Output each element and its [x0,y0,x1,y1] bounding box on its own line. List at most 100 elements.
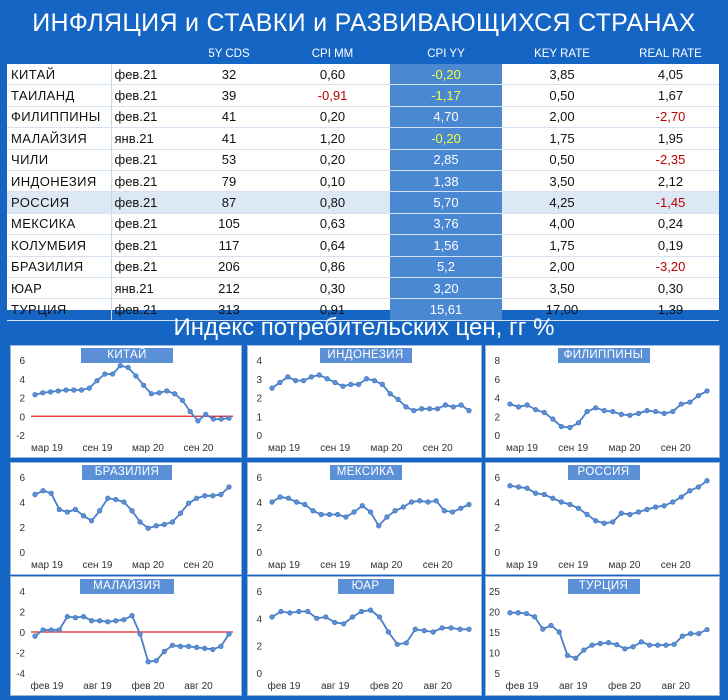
data-point [278,608,284,615]
cell-cds: 105 [183,213,275,236]
data-point [704,478,710,484]
data-point [403,404,409,410]
data-point [533,407,539,413]
data-point [678,401,684,407]
data-point [704,388,710,394]
cell-key-rate: 2,00 [502,106,622,129]
data-point [584,408,590,415]
cell-key-rate: 3,50 [502,277,622,300]
data-point [148,391,154,397]
x-tick-label: мар 20 [371,560,403,571]
col-header-cpi-mm: CPI MM [311,48,354,60]
table-row: КОЛУМБИЯ фев.21 117 0,64 1,56 1,75 0,19 [7,234,719,257]
data-point [622,646,628,652]
cell-real-rate: 0,19 [622,234,719,257]
cell-cds: 206 [183,256,275,278]
cell-country: ЮАР [7,277,111,300]
x-tick-label: сен 19 [83,560,113,571]
data-point [71,387,77,393]
data-point [449,509,456,515]
cell-cpi-mm: -0,91 [275,84,390,107]
data-point [433,498,439,504]
y-tick-label: 3 [256,375,262,386]
cell-cpi-mm: 0,20 [275,106,390,129]
y-tick-label: 2 [256,394,262,405]
cell-cpi-yy: 5,2 [390,256,502,278]
data-point [630,644,636,650]
data-point [210,646,216,653]
data-point [442,402,448,408]
data-point [550,416,556,422]
y-tick-label: 2 [494,523,500,534]
cell-cpi-yy: 15,61 [390,298,502,321]
table-row: МАЛАЙЗИЯ янв.21 41 1,20 -0,20 1,75 1,95 [7,127,719,150]
cell-cds: 313 [183,298,275,321]
data-point [507,401,513,407]
y-tick-label: 0 [256,431,262,442]
cell-cds: 212 [183,277,275,300]
x-tick-label: сен 19 [558,443,588,454]
data-point [326,511,333,518]
data-point [515,484,522,490]
table-row: ЧИЛИ фев.21 53 0,20 2,85 0,50 -2,35 [7,149,719,171]
data-point [32,633,38,639]
data-point [417,498,423,504]
cell-cpi-yy: 4,70 [390,106,502,129]
data-point [194,644,200,650]
data-point [293,378,299,384]
data-point [408,499,415,505]
cell-real-rate: -2,70 [622,106,719,129]
data-point [670,499,676,505]
cell-cpi-mm: 0,60 [275,64,390,86]
cell-key-rate: 3,85 [502,64,622,86]
data-point [610,408,616,415]
data-point [610,519,616,525]
cell-date: фев.21 [110,64,183,86]
data-point [573,655,579,661]
x-tick-label: сен 19 [320,560,350,571]
data-point [285,495,292,501]
data-point [105,495,111,501]
y-tick-label: 0 [494,431,500,442]
data-point [575,420,582,426]
cell-cds: 39 [183,84,275,107]
data-point [627,412,633,418]
cell-cpi-yy: 5,70 [390,191,502,214]
cell-cds: 41 [183,106,275,129]
cell-date: фев.21 [110,106,183,129]
data-point [533,490,539,496]
data-point [605,640,612,646]
cell-cpi-yy: -0,20 [390,64,502,86]
table-row: БРАЗИЛИЯ фев.21 206 0,86 5,2 2,00 -3,20 [7,256,719,278]
data-point [40,488,46,494]
x-tick-label: фев 19 [30,680,63,692]
data-point [164,388,170,394]
y-tick-label: 4 [19,587,25,598]
y-tick-label: 4 [494,498,500,509]
data-point [133,373,139,379]
data-point [296,608,302,615]
data-point [285,374,291,380]
data-point [411,408,417,414]
data-point [558,499,564,505]
cell-real-rate: -1,45 [622,191,719,214]
data-point [439,625,445,631]
data-point [430,629,436,635]
data-point [367,509,374,515]
cell-cds: 32 [183,64,275,86]
data-point [226,484,232,490]
data-point [141,382,147,388]
data-point [64,614,70,620]
x-tick-label: сен 20 [423,443,453,454]
data-point [635,410,642,417]
data-point [308,374,315,380]
data-point [434,406,441,412]
data-point [371,378,378,384]
data-point [376,523,382,529]
cell-cpi-mm: 0,91 [275,298,390,321]
data-point [524,402,530,408]
x-tick-label: мар 19 [31,443,63,454]
cell-key-rate: 0,50 [502,84,622,107]
data-point [169,642,176,648]
data-point [507,483,513,489]
